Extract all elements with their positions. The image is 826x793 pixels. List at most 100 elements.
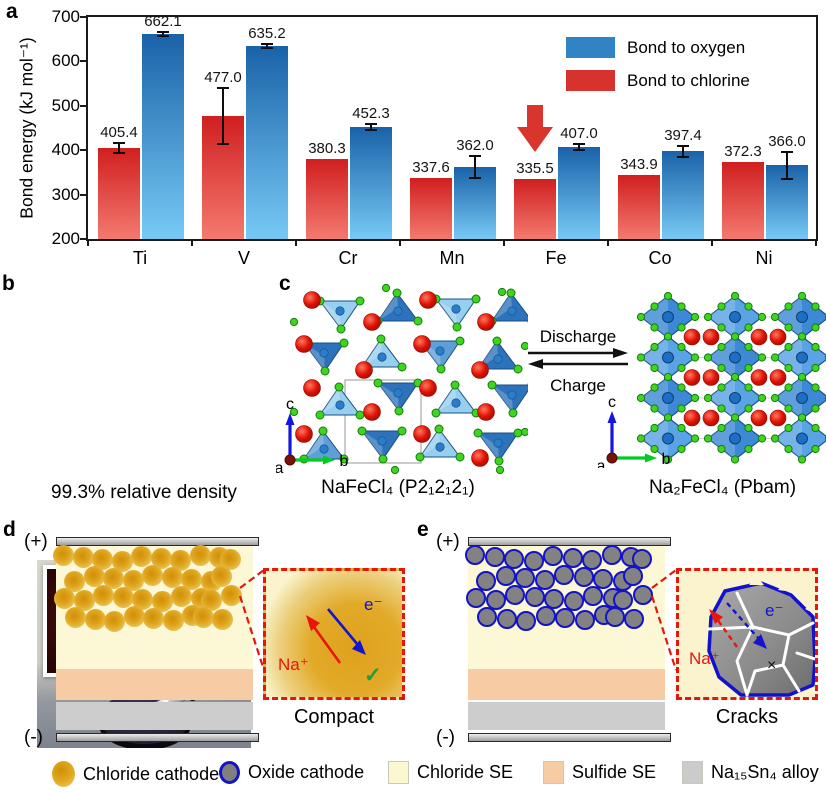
- x-category-label: Ti: [132, 248, 148, 268]
- chloride-cathode-particle: [220, 585, 242, 606]
- y-tick-label: 400: [51, 140, 80, 160]
- bar-value-label-oxygen-Mn: 362.0: [456, 136, 494, 154]
- oxide-cathode-particle: [574, 610, 595, 630]
- svg-text:c: c: [286, 396, 294, 413]
- x-category-label: V: [237, 248, 250, 268]
- compact-particle-inset: Na⁺ e⁻ ✓: [263, 568, 405, 700]
- y-tick: [80, 193, 88, 196]
- legend-item-chloride-se: Chloride SE: [388, 761, 513, 784]
- error-bar-chlorine-Ti: [118, 142, 120, 153]
- oxide-cathode-particle: [496, 609, 517, 629]
- x-category-label: Ni: [755, 248, 773, 268]
- error-cap: [781, 177, 793, 180]
- chloride-cathode-particle: [170, 550, 191, 571]
- svg-text:c: c: [608, 394, 616, 411]
- x-tick: [399, 239, 401, 246]
- legend-label: Sulfide SE: [572, 762, 657, 782]
- y-tick: [80, 238, 88, 240]
- oxide-cathode-particle: [523, 551, 544, 571]
- error-bar-oxygen-Ti: [162, 31, 164, 37]
- error-cap: [469, 154, 481, 157]
- error-cap: [261, 46, 273, 49]
- current-collector-bottom-d: [56, 733, 259, 742]
- error-cap: [261, 42, 273, 45]
- legend-swatch-bond-to-oxygen: [566, 37, 615, 58]
- legend-swatch-bond-to-chlorine: [566, 70, 615, 91]
- panel-label-e: e: [417, 518, 429, 541]
- legend-label: Chloride SE: [417, 762, 514, 782]
- chloride-cathode-particle: [84, 609, 106, 630]
- alloy-anode-layer-d: [56, 702, 253, 730]
- legend-label: Oxide cathode: [248, 762, 365, 782]
- chloride-cathode-particle: [103, 568, 124, 589]
- chloride-cathode-particle: [150, 548, 172, 569]
- chloride-cathode-particle: [93, 585, 114, 606]
- x-tick: [503, 239, 505, 246]
- chart-legend: Bond to oxygen Bond to chlorine: [566, 37, 750, 103]
- oxide-cathode-particle: [534, 570, 555, 590]
- error-bar-chlorine-V: [222, 88, 224, 144]
- x-category-label: Mn: [439, 248, 465, 268]
- oxide-cathode-particle: [632, 585, 653, 605]
- oxide-cathode-particle: [495, 566, 516, 586]
- chloride-cathode-particle: [212, 609, 233, 630]
- chloride-cathode-particle: [131, 546, 152, 567]
- y-tick-label: 700: [51, 7, 80, 26]
- chloride-cathode-particle: [73, 590, 95, 611]
- y-tick: [80, 149, 88, 152]
- bar-value-label-chlorine-Fe: 335.5: [516, 159, 554, 177]
- oxide-cathode-particle: [613, 590, 633, 610]
- chloride-cathode-particle: [143, 608, 164, 629]
- legend-label: Chloride cathode: [83, 763, 220, 784]
- panel-label-c: c: [279, 272, 291, 295]
- alloy-anode-layer-e: [468, 702, 665, 730]
- error-bar-oxygen-Co: [682, 145, 684, 158]
- oxide-cathode-particle: [601, 545, 622, 565]
- panel-c-crystal-structures: c: [260, 270, 826, 510]
- y-tick: [80, 16, 88, 18]
- oxide-cathode-particle: [477, 607, 497, 627]
- current-collector-top-e: [468, 537, 671, 546]
- sulfide-se-layer-e: [468, 669, 665, 700]
- legend-row-oxygen: Bond to oxygen: [566, 37, 750, 58]
- y-tick-label: 200: [51, 229, 80, 248]
- discharge-charge-arrows: Discharge Charge: [520, 327, 636, 396]
- error-cap: [469, 177, 481, 180]
- bar-value-label-oxygen-V: 635.2: [248, 24, 286, 42]
- chloride-cathode-particle: [161, 567, 183, 588]
- oxide-cathode-particle: [604, 607, 625, 627]
- error-cap: [365, 122, 377, 125]
- bar-oxygen-Ti: [142, 33, 184, 239]
- error-bar-oxygen-Mn: [474, 155, 476, 179]
- bar-chlorine-Cr: [306, 158, 348, 239]
- oxide-cathode-particle: [593, 569, 613, 589]
- oxide-cathode-particle: [524, 587, 545, 607]
- cracked-particle-drawing: [707, 576, 815, 697]
- chloride-cathode-particle: [151, 591, 173, 612]
- bar-oxygen-V: [246, 45, 288, 239]
- inset-connector-d: [238, 569, 266, 671]
- bar-value-label-chlorine-Cr: 380.3: [308, 139, 346, 157]
- svg-text:a: a: [598, 458, 606, 468]
- chloride-cathode-particle: [142, 565, 163, 586]
- legend-item-sulfide-se: Sulfide SE: [543, 761, 656, 784]
- x-tick: [815, 239, 817, 246]
- cracked-particle-inset: Na⁺ e⁻ ×: [676, 568, 818, 700]
- oxide-cathode-particle: [466, 588, 486, 608]
- legend-item-alloy: Na₁₅Sn₄ alloy: [682, 761, 819, 784]
- error-bar-oxygen-V: [266, 43, 268, 48]
- y-tick-label: 600: [51, 51, 80, 71]
- cracks-caption: Cracks: [715, 706, 779, 728]
- chloride-cathode-particle: [211, 566, 232, 587]
- oxide-cathode-particle: [582, 550, 602, 570]
- error-cap: [573, 149, 585, 152]
- chloride-cathode-particle: [219, 549, 241, 570]
- x-tick: [87, 239, 89, 246]
- panel-b-pellet-photo: b 1.33 GPa 5 GPa 0 GPa 99.3% relative de…: [0, 270, 260, 748]
- error-cap: [217, 142, 229, 145]
- oxide-cathode-particle: [465, 545, 485, 565]
- error-bar-oxygen-Fe: [578, 143, 580, 151]
- chloride-cathode-particle: [122, 570, 144, 591]
- error-cap: [157, 30, 169, 33]
- negative-terminal-label-d: (-): [24, 727, 43, 748]
